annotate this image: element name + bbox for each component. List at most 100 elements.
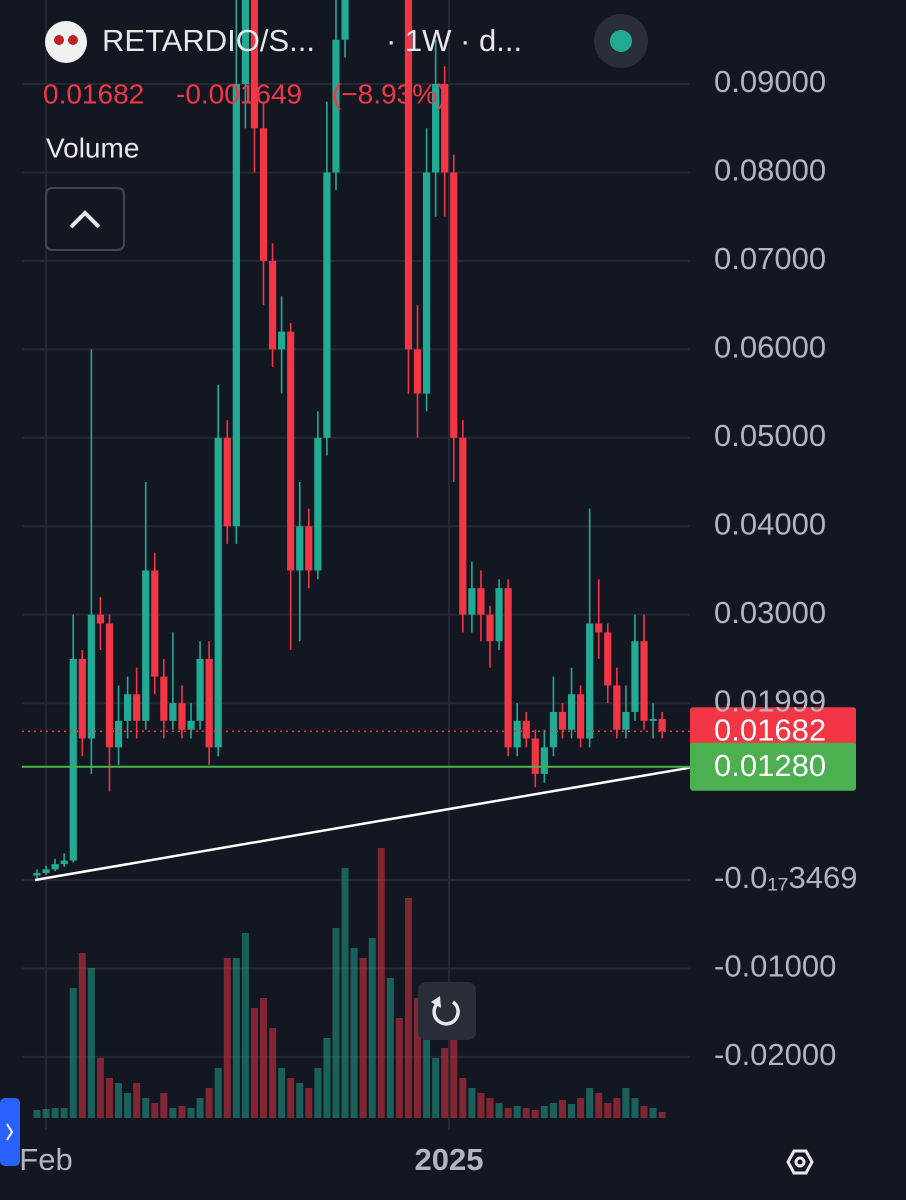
trendline <box>34 766 691 882</box>
side-tab-icon <box>6 1123 14 1141</box>
interval[interactable]: · 1W · d... <box>386 23 522 58</box>
volume-bar <box>187 1108 195 1118</box>
collapse-button[interactable] <box>45 187 125 251</box>
volume-bar <box>513 1106 521 1118</box>
candle-body <box>178 703 186 730</box>
candle-body <box>196 658 204 721</box>
candle-body <box>250 0 259 129</box>
volume-bar <box>404 898 412 1118</box>
candle-body <box>522 720 530 739</box>
candle-body <box>567 694 576 730</box>
volume-bar <box>504 1108 512 1118</box>
volume-bar <box>332 928 340 1118</box>
volume-bar <box>631 1098 639 1118</box>
volume-bar <box>658 1112 666 1118</box>
candle-body <box>613 685 621 730</box>
candle-body <box>441 84 449 173</box>
candle-body <box>577 694 585 739</box>
volume-bar <box>477 1093 485 1118</box>
volume-bar <box>586 1088 594 1118</box>
candle-body <box>531 738 539 774</box>
reset-arrow <box>431 996 441 1008</box>
volume-bar <box>196 1098 204 1118</box>
volume-bar <box>359 958 367 1118</box>
change: -0.001649 <box>176 78 302 109</box>
candle-body <box>51 864 59 870</box>
candle-body <box>558 711 567 730</box>
chevron-icon <box>69 210 101 229</box>
y-tick-label: 0.04000 <box>714 506 826 541</box>
volume-bar <box>604 1103 612 1118</box>
volume-bar <box>568 1104 576 1118</box>
volume-bar <box>287 1078 295 1118</box>
volume-bar <box>178 1106 186 1118</box>
last-price: 0.01682 <box>43 78 144 109</box>
volume-bar <box>459 1078 467 1118</box>
candle-body <box>504 588 512 748</box>
volume-bar <box>649 1108 657 1118</box>
volume-bar <box>414 998 422 1118</box>
volume-bar <box>278 1068 286 1118</box>
candle-body <box>549 711 558 748</box>
volume-bar <box>241 933 249 1118</box>
volume-bar <box>124 1093 132 1118</box>
volume-bar <box>87 968 95 1118</box>
volume-bar <box>296 1083 304 1118</box>
volume-bar <box>205 1088 213 1118</box>
volume-bar <box>577 1098 585 1118</box>
volume-bar <box>622 1088 630 1118</box>
symbol[interactable]: RETARDIO/S... <box>102 23 315 58</box>
volume-bar <box>432 1058 440 1118</box>
volume-bar <box>640 1106 648 1118</box>
y-tick-label: 0.01999 <box>714 683 826 718</box>
volume-bar <box>232 958 240 1118</box>
candle-body <box>60 860 68 865</box>
candle-body <box>477 588 485 615</box>
volume-bar <box>42 1109 50 1118</box>
volume-bar <box>549 1103 557 1118</box>
volume-bar <box>115 1083 123 1118</box>
candle-body <box>586 623 594 739</box>
y-tick-label: 0.06000 <box>714 330 826 365</box>
candle-body <box>96 614 105 624</box>
volume-bar <box>60 1108 68 1118</box>
volume-bar <box>386 978 394 1118</box>
volume-bar <box>223 958 231 1118</box>
candle-body <box>323 172 331 438</box>
settings-icon[interactable] <box>786 1149 814 1175</box>
candle-body <box>287 331 295 571</box>
volume-bar <box>314 1068 322 1118</box>
y-tick-label: -0.01000 <box>714 949 836 984</box>
price-label: 0.01280 <box>714 748 826 783</box>
volume-label: Volume <box>46 132 139 163</box>
candle-body <box>114 720 123 748</box>
candle-body <box>341 0 349 40</box>
candle-body <box>486 614 494 642</box>
volume-bar <box>558 1100 566 1118</box>
icon-eye <box>68 35 78 45</box>
reset-button[interactable] <box>418 982 476 1040</box>
volume-bar <box>260 998 267 1118</box>
candle-body <box>305 526 313 571</box>
candle-body <box>78 658 86 739</box>
candle-body <box>232 84 240 527</box>
candle-body <box>223 437 231 527</box>
candle-body <box>468 588 476 615</box>
candle-body <box>432 84 440 173</box>
candle-body <box>640 641 648 721</box>
candle-body <box>296 526 304 571</box>
candle-body <box>649 719 657 721</box>
candle-body <box>604 632 612 686</box>
volume-bar <box>323 1038 331 1118</box>
volume-layer <box>33 848 666 1118</box>
candle-body <box>187 720 195 730</box>
volume-bar <box>250 1008 258 1118</box>
candle-body <box>259 128 268 261</box>
price-label-box <box>690 742 856 791</box>
side-tab[interactable] <box>0 1098 20 1166</box>
volume-bar <box>142 1098 150 1118</box>
candle-body <box>33 872 41 876</box>
candle-body <box>169 703 177 721</box>
volume-bar <box>522 1108 530 1118</box>
